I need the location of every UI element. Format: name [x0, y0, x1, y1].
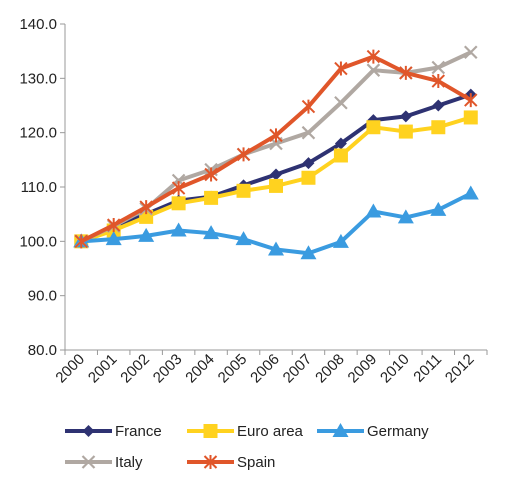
y-tick-label: 100.0 — [19, 233, 57, 250]
data-point-spain — [204, 167, 218, 182]
data-point-euro-area — [236, 183, 251, 198]
data-point-spain — [399, 65, 413, 80]
data-point-italy — [334, 96, 348, 110]
data-point-spain — [366, 49, 381, 64]
data-point-euro-area — [398, 124, 413, 139]
legend-marker-euro-area — [203, 424, 218, 438]
legend-label: Italy — [115, 454, 143, 471]
x-tick-label: 2004 — [182, 351, 218, 387]
data-point-germany — [332, 233, 349, 248]
y-tick-label: 120.0 — [19, 125, 57, 142]
data-point-euro-area — [463, 110, 478, 125]
x-tick-label: 2012 — [442, 351, 478, 387]
series-lines — [73, 45, 479, 260]
x-tick-label: 2003 — [150, 351, 186, 387]
data-point-italy — [301, 125, 316, 140]
x-tick-label: 2011 — [410, 351, 445, 386]
data-point-germany — [462, 185, 479, 200]
data-point-germany — [430, 201, 447, 216]
legend-marker-germany — [332, 423, 349, 437]
data-point-italy — [463, 45, 478, 60]
legend-label: Germany — [367, 423, 429, 440]
x-axis-ticks: 2000200120022003200420052006200720082009… — [52, 350, 488, 387]
y-tick-label: 140.0 — [19, 16, 57, 33]
data-point-spain — [464, 93, 478, 108]
data-point-euro-area — [204, 190, 219, 205]
series-france — [75, 88, 477, 248]
data-point-france — [334, 137, 347, 150]
data-point-spain — [301, 99, 316, 114]
data-point-italy — [366, 63, 381, 77]
data-point-euro-area — [333, 148, 348, 163]
legend: France Euro area Germany Italy Spain — [65, 423, 429, 471]
data-point-spain — [74, 234, 88, 249]
x-tick-label: 2007 — [280, 351, 316, 387]
y-tick-label: 80.0 — [28, 342, 57, 359]
legend-marker-spain — [203, 455, 218, 469]
y-axis-ticks: 80.0 90.0 100.0 110.0 120.0 130.0 140.0 — [19, 16, 65, 359]
x-tick-label: 2002 — [117, 351, 153, 387]
x-tick-label: 2008 — [312, 351, 348, 387]
data-point-spain — [236, 147, 251, 162]
x-tick-label: 2005 — [215, 351, 251, 387]
x-tick-label: 2009 — [345, 351, 381, 387]
legend-label: Spain — [237, 454, 275, 471]
legend-item-germany: Germany — [317, 423, 429, 440]
data-point-france — [399, 110, 412, 123]
data-point-germany — [268, 241, 284, 256]
data-point-euro-area — [171, 196, 186, 211]
y-tick-label: 110.0 — [21, 179, 57, 196]
x-tick-label: 2001 — [85, 351, 121, 387]
legend-item-france: France — [65, 423, 162, 440]
data-point-germany — [203, 225, 220, 240]
data-point-germany — [170, 222, 187, 237]
x-tick-label: 2000 — [52, 351, 88, 387]
data-point-spain — [431, 74, 446, 89]
data-point-spain — [139, 200, 153, 215]
data-point-france — [270, 168, 282, 181]
legend-item-euro-area: Euro area — [187, 423, 304, 440]
data-point-spain — [106, 218, 121, 233]
series-points-spain — [74, 49, 478, 249]
legend-label: Euro area — [237, 423, 304, 440]
data-point-germany — [300, 245, 317, 260]
data-point-euro-area — [301, 170, 316, 185]
data-point-spain — [171, 181, 186, 196]
x-tick-label: 2010 — [377, 351, 413, 387]
data-point-france — [302, 157, 315, 170]
data-point-euro-area — [366, 120, 381, 135]
data-point-spain — [334, 61, 348, 76]
legend-marker-italy — [81, 455, 96, 469]
data-point-italy — [431, 60, 446, 75]
y-tick-label: 130.0 — [19, 70, 57, 87]
legend-marker-france — [82, 425, 95, 437]
series-spain — [74, 49, 478, 249]
data-point-france — [432, 99, 445, 112]
legend-item-italy: Italy — [65, 454, 143, 471]
x-tick-label: 2006 — [247, 351, 283, 387]
data-point-germany — [105, 231, 122, 246]
data-point-germany — [397, 209, 414, 224]
legend-item-spain: Spain — [187, 454, 275, 471]
data-point-germany — [235, 231, 252, 246]
y-tick-label: 90.0 — [28, 288, 57, 305]
data-point-germany — [138, 227, 155, 242]
legend-label: France — [115, 423, 162, 440]
data-point-euro-area — [269, 178, 283, 193]
data-point-euro-area — [431, 120, 446, 135]
data-point-germany — [365, 203, 382, 218]
data-point-spain — [269, 128, 283, 143]
